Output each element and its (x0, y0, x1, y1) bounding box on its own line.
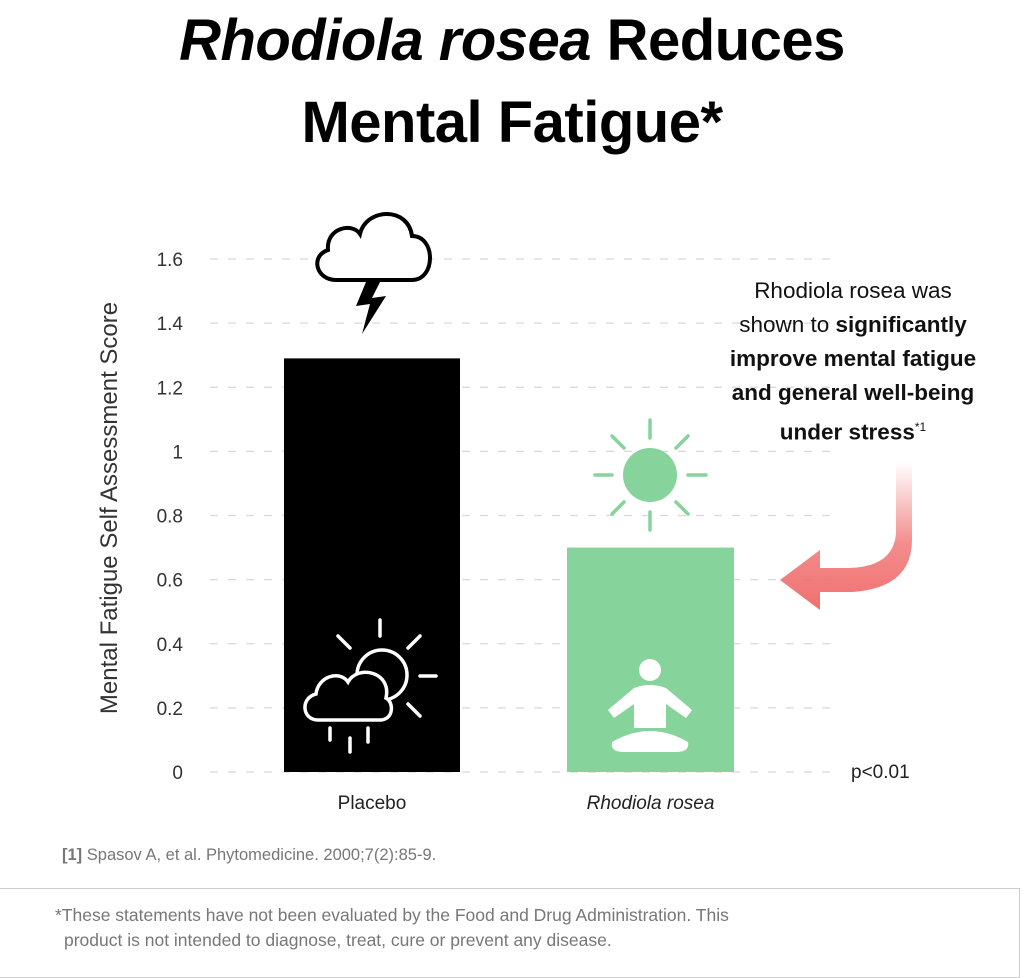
y-tick-label: 1.6 (157, 250, 183, 271)
title-line1: Reduces (591, 8, 846, 73)
callout-plain: shown to (739, 312, 836, 337)
disclaimer-box: *These statements have not been evaluate… (0, 888, 1020, 978)
title-italic: Rhodiola rosea (179, 8, 592, 73)
reference: [1] Spasov A, et al. Phytomedicine. 2000… (62, 846, 436, 865)
callout-bold: improve mental fatigue (729, 346, 977, 371)
x-tick-label: Rhodiola rosea (587, 793, 715, 814)
callout-text: Rhodiola rosea was shown to significantl… (690, 274, 1016, 450)
disclaimer-line: *These statements have not been evaluate… (55, 905, 729, 925)
y-tick-label: 1 (172, 442, 183, 463)
y-axis-label: Mental Fatigue Self Assessment Score (96, 302, 123, 714)
y-tick-label: 0.8 (157, 507, 183, 528)
callout-bold: and general well-being (731, 380, 975, 405)
y-tick-label: 1.4 (157, 314, 184, 335)
callout-bold: under stress (779, 419, 915, 445)
reference-text: Spasov A, et al. Phytomedicine. 2000;7(2… (82, 846, 437, 864)
curved-arrow-icon (780, 462, 912, 610)
y-tick-label: 0 (172, 763, 183, 784)
chart-title: Rhodiola rosea Reduces Mental Fatigue* (0, 0, 1024, 164)
y-tick-label: 0.2 (157, 699, 183, 720)
callout-line: shown to significantly (690, 308, 1016, 342)
sun-icon (593, 418, 708, 532)
cloud-lightning-icon (315, 212, 432, 334)
callout-bold: significantly (835, 312, 967, 337)
x-tick-label: Placebo (338, 793, 407, 814)
footnote-marker: *1 (914, 420, 927, 434)
meditation-icon (608, 659, 692, 752)
disclaimer-line: product is not intended to diagnose, tre… (64, 930, 612, 950)
sun-cloud-rain-icon (303, 618, 438, 754)
reference-marker: [1] (62, 846, 83, 864)
y-tick-label: 0.6 (157, 571, 183, 592)
y-tick-label: 1.2 (157, 378, 183, 399)
p-value-annotation: p<0.01 (851, 762, 910, 783)
y-tick-label: 0.4 (157, 635, 184, 656)
title-line2: Mental Fatigue* (301, 90, 723, 155)
callout-line: Rhodiola rosea was (754, 278, 952, 303)
